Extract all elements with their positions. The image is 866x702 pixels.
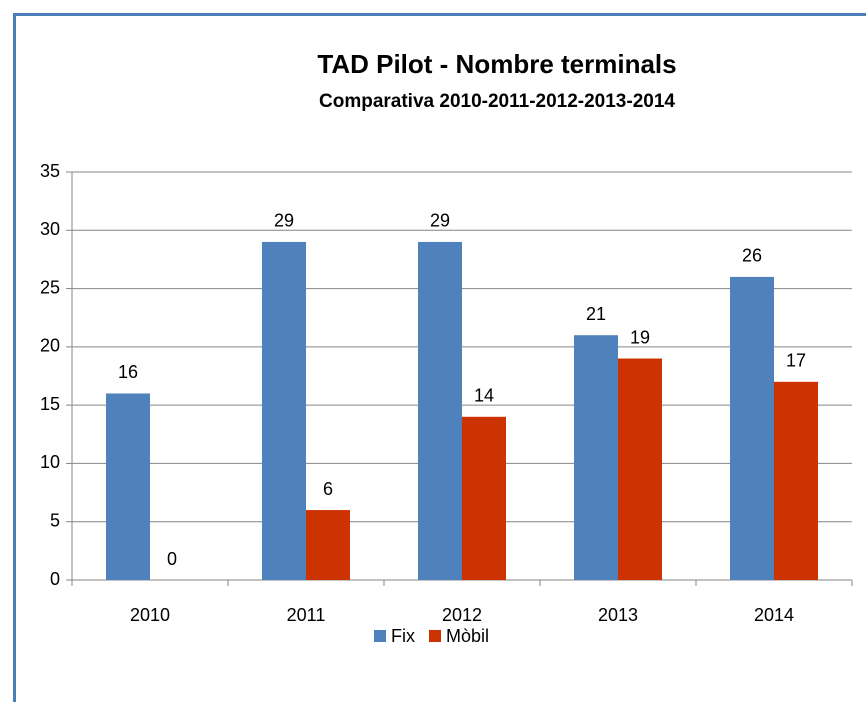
x-tick-label: 2011 bbox=[287, 605, 326, 625]
data-label: 29 bbox=[274, 211, 294, 231]
data-label: 29 bbox=[430, 211, 450, 231]
y-tick-label: 30 bbox=[40, 219, 60, 239]
x-tick-label: 2013 bbox=[598, 605, 638, 625]
data-label: 17 bbox=[786, 351, 806, 371]
bar bbox=[618, 358, 662, 580]
bar bbox=[106, 393, 150, 580]
data-label: 16 bbox=[118, 362, 138, 382]
bar bbox=[262, 241, 306, 580]
x-tick-label: 2012 bbox=[442, 605, 482, 625]
chart-subtitle: Comparativa 2010-2011-2012-2013-2014 bbox=[319, 91, 675, 112]
bar bbox=[418, 241, 462, 580]
y-tick-label: 20 bbox=[40, 336, 60, 356]
data-label: 19 bbox=[630, 327, 650, 347]
data-label: 6 bbox=[323, 479, 333, 499]
legend-label: Mòbil bbox=[446, 626, 489, 646]
data-label: 21 bbox=[586, 304, 606, 324]
legend-label: Fix bbox=[391, 626, 415, 646]
data-label: 26 bbox=[742, 246, 762, 266]
bar bbox=[462, 416, 506, 580]
legend-swatch bbox=[374, 630, 386, 642]
legend-swatch bbox=[429, 630, 441, 642]
y-tick-label: 5 bbox=[50, 510, 60, 530]
data-label: 14 bbox=[474, 386, 494, 406]
y-tick-label: 35 bbox=[40, 161, 60, 181]
x-tick-label: 2010 bbox=[130, 605, 170, 625]
data-label: 0 bbox=[167, 549, 177, 569]
x-tick-label: 2014 bbox=[754, 605, 794, 625]
y-tick-label: 0 bbox=[50, 569, 60, 589]
y-tick-label: 10 bbox=[40, 452, 60, 472]
y-tick-label: 25 bbox=[40, 277, 60, 297]
bar bbox=[574, 335, 618, 580]
bar bbox=[730, 276, 774, 580]
chart-title: TAD Pilot - Nombre terminals bbox=[317, 49, 676, 79]
bar bbox=[774, 381, 818, 580]
y-tick-label: 15 bbox=[40, 394, 60, 414]
bar bbox=[306, 510, 350, 580]
